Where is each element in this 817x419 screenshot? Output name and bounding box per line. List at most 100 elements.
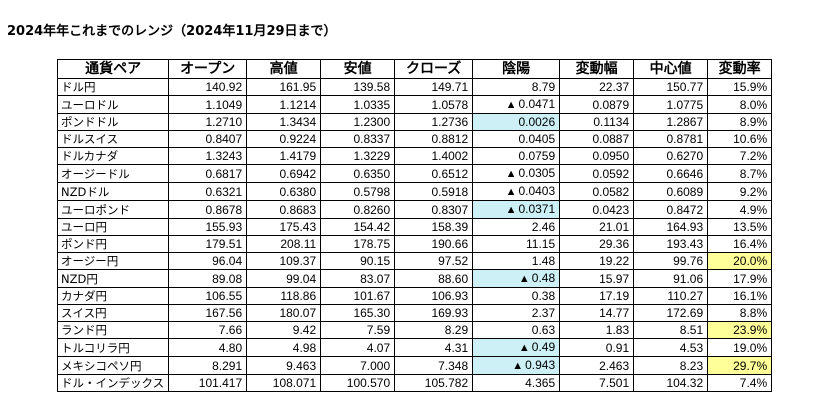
- cell-rate: 7.2%: [707, 147, 773, 165]
- cell-high: 208.11: [246, 235, 322, 253]
- cell-high: 175.43: [246, 218, 322, 236]
- cell-pair: ユーロ円: [56, 218, 170, 236]
- cell-value: 2.37: [531, 306, 556, 320]
- cell-open: 140.92: [168, 78, 248, 96]
- cell-mid: 150.77: [633, 78, 709, 96]
- cell-high: 99.04: [246, 269, 322, 288]
- cell-close: 7.348: [394, 356, 474, 375]
- cell-mid: 172.69: [633, 304, 709, 322]
- column-header-yinyang: 陰陽: [472, 59, 561, 79]
- cell-close: 4.31: [394, 338, 474, 357]
- table-row: オージー円 96.04 109.37 90.15 97.52 1.48 19.22 99.76…: [56, 252, 773, 270]
- cell-mid: 1.2867: [633, 113, 709, 131]
- cell-open: 101.417: [168, 374, 248, 392]
- cell-low: 7.000: [320, 356, 396, 375]
- cell-yinyang: ▲ 0.0403: [472, 182, 561, 201]
- cell-yinyang: 0.0405: [472, 130, 561, 148]
- cell-rate: 10.6%: [707, 130, 773, 148]
- negative-triangle-icon: ▲: [505, 204, 517, 216]
- table-row: ドル・インデックス 101.417 108.071 100.570 105.782 4.3…: [56, 374, 773, 392]
- cell-value: 0.0371: [518, 202, 556, 216]
- cell-range: 21.01: [559, 218, 635, 236]
- cell-close: 1.0578: [394, 95, 474, 114]
- cell-yinyang: ▲ 0.48: [472, 269, 561, 288]
- cell-high: 0.6942: [246, 164, 322, 183]
- table-row: ポンドドル 1.2710 1.3434 1.2300 1.2736 0.0026 0.113…: [56, 113, 773, 131]
- cell-close: 105.782: [394, 374, 474, 392]
- cell-rate: 19.0%: [707, 338, 773, 357]
- cell-close: 0.8307: [394, 200, 474, 219]
- column-header-high: 高値: [246, 59, 322, 79]
- cell-low: 100.570: [320, 374, 396, 392]
- cell-mid: 8.23: [633, 356, 709, 375]
- cell-yinyang: 1.48: [472, 252, 561, 270]
- cell-pair: オージー円: [56, 252, 170, 270]
- cell-yinyang: 0.63: [472, 321, 561, 339]
- table-row: メキシコペソ円 8.291 9.463 7.000 7.348 ▲ 0.943 2.463 8.…: [56, 356, 773, 375]
- cell-mid: 91.06: [633, 269, 709, 288]
- cell-open: 155.93: [168, 218, 248, 236]
- cell-open: 1.3243: [168, 147, 248, 165]
- cell-open: 179.51: [168, 235, 248, 253]
- cell-yinyang: 2.46: [472, 218, 561, 236]
- cell-yinyang: 11.15: [472, 235, 561, 253]
- cell-range: 1.83: [559, 321, 635, 339]
- cell-mid: 104.32: [633, 374, 709, 392]
- cell-pair: ドル円: [56, 78, 170, 96]
- column-header-open: オープン: [168, 59, 248, 79]
- table-row: ドル円 140.92 161.95 139.58 149.71 8.79 22.37 150.…: [56, 78, 773, 96]
- cell-high: 9.42: [246, 321, 322, 339]
- negative-triangle-icon: ▲: [518, 342, 530, 354]
- cell-rate: 23.9%: [707, 321, 773, 339]
- cell-value: 2.46: [531, 220, 556, 234]
- cell-yinyang: 8.79: [472, 78, 561, 96]
- cell-open: 0.8678: [168, 200, 248, 219]
- cell-rate: 15.9%: [707, 78, 773, 96]
- cell-rate: 4.9%: [707, 200, 773, 219]
- cell-yinyang: 0.0026: [472, 113, 561, 131]
- cell-pair: ランド円: [56, 321, 170, 339]
- cell-rate: 8.9%: [707, 113, 773, 131]
- page-title: 2024年年これまでのレンジ（2024年11月29日まで）: [7, 24, 337, 39]
- cell-close: 0.8812: [394, 130, 474, 148]
- cell-range: 7.501: [559, 374, 635, 392]
- cell-high: 1.1214: [246, 95, 322, 114]
- cell-low: 90.15: [320, 252, 396, 270]
- table-row: カナダ円 106.55 118.86 101.67 106.93 0.38 17.19 110…: [56, 287, 773, 305]
- table-row: ユーロドル 1.1049 1.1214 1.0335 1.0578 ▲ 0.0471 0.08…: [56, 95, 773, 114]
- cell-open: 106.55: [168, 287, 248, 305]
- cell-range: 19.22: [559, 252, 635, 270]
- cell-open: 4.80: [168, 338, 248, 357]
- cell-mid: 110.27: [633, 287, 709, 305]
- cell-rate: 7.4%: [707, 374, 773, 392]
- cell-yinyang: ▲ 0.0305: [472, 164, 561, 183]
- cell-open: 89.08: [168, 269, 248, 288]
- cell-low: 1.0335: [320, 95, 396, 114]
- cell-low: 1.2300: [320, 113, 396, 131]
- column-header-mid: 中心値: [633, 59, 709, 79]
- cell-range: 0.0582: [559, 182, 635, 201]
- cell-open: 8.291: [168, 356, 248, 375]
- cell-range: 29.36: [559, 235, 635, 253]
- cell-rate: 17.9%: [707, 269, 773, 288]
- table-row: スイス円 167.56 180.07 165.30 169.93 2.37 14.77 172…: [56, 304, 773, 322]
- cell-value: 1.48: [531, 254, 556, 268]
- cell-close: 1.4002: [394, 147, 474, 165]
- cell-yinyang: ▲ 0.0371: [472, 200, 561, 219]
- negative-triangle-icon: ▲: [512, 360, 524, 372]
- cell-low: 7.59: [320, 321, 396, 339]
- column-header-low: 安値: [320, 59, 396, 79]
- cell-value: 4.365: [525, 376, 556, 390]
- table-row: ポンド円 179.51 208.11 178.75 190.66 11.15 29.36 19…: [56, 235, 773, 253]
- cell-pair: オージードル: [56, 164, 170, 183]
- cell-close: 97.52: [394, 252, 474, 270]
- cell-low: 154.42: [320, 218, 396, 236]
- cell-high: 1.3434: [246, 113, 322, 131]
- cell-value: 0.0305: [518, 166, 556, 180]
- cell-yinyang: 2.37: [472, 304, 561, 322]
- cell-pair: ドルカナダ: [56, 147, 170, 165]
- cell-range: 14.77: [559, 304, 635, 322]
- cell-pair: ドル・インデックス: [56, 374, 170, 392]
- table-row: NZDドル 0.6321 0.6380 0.5798 0.5918 ▲ 0.0403 0.05…: [56, 182, 773, 201]
- cell-pair: NZDドル: [56, 182, 170, 201]
